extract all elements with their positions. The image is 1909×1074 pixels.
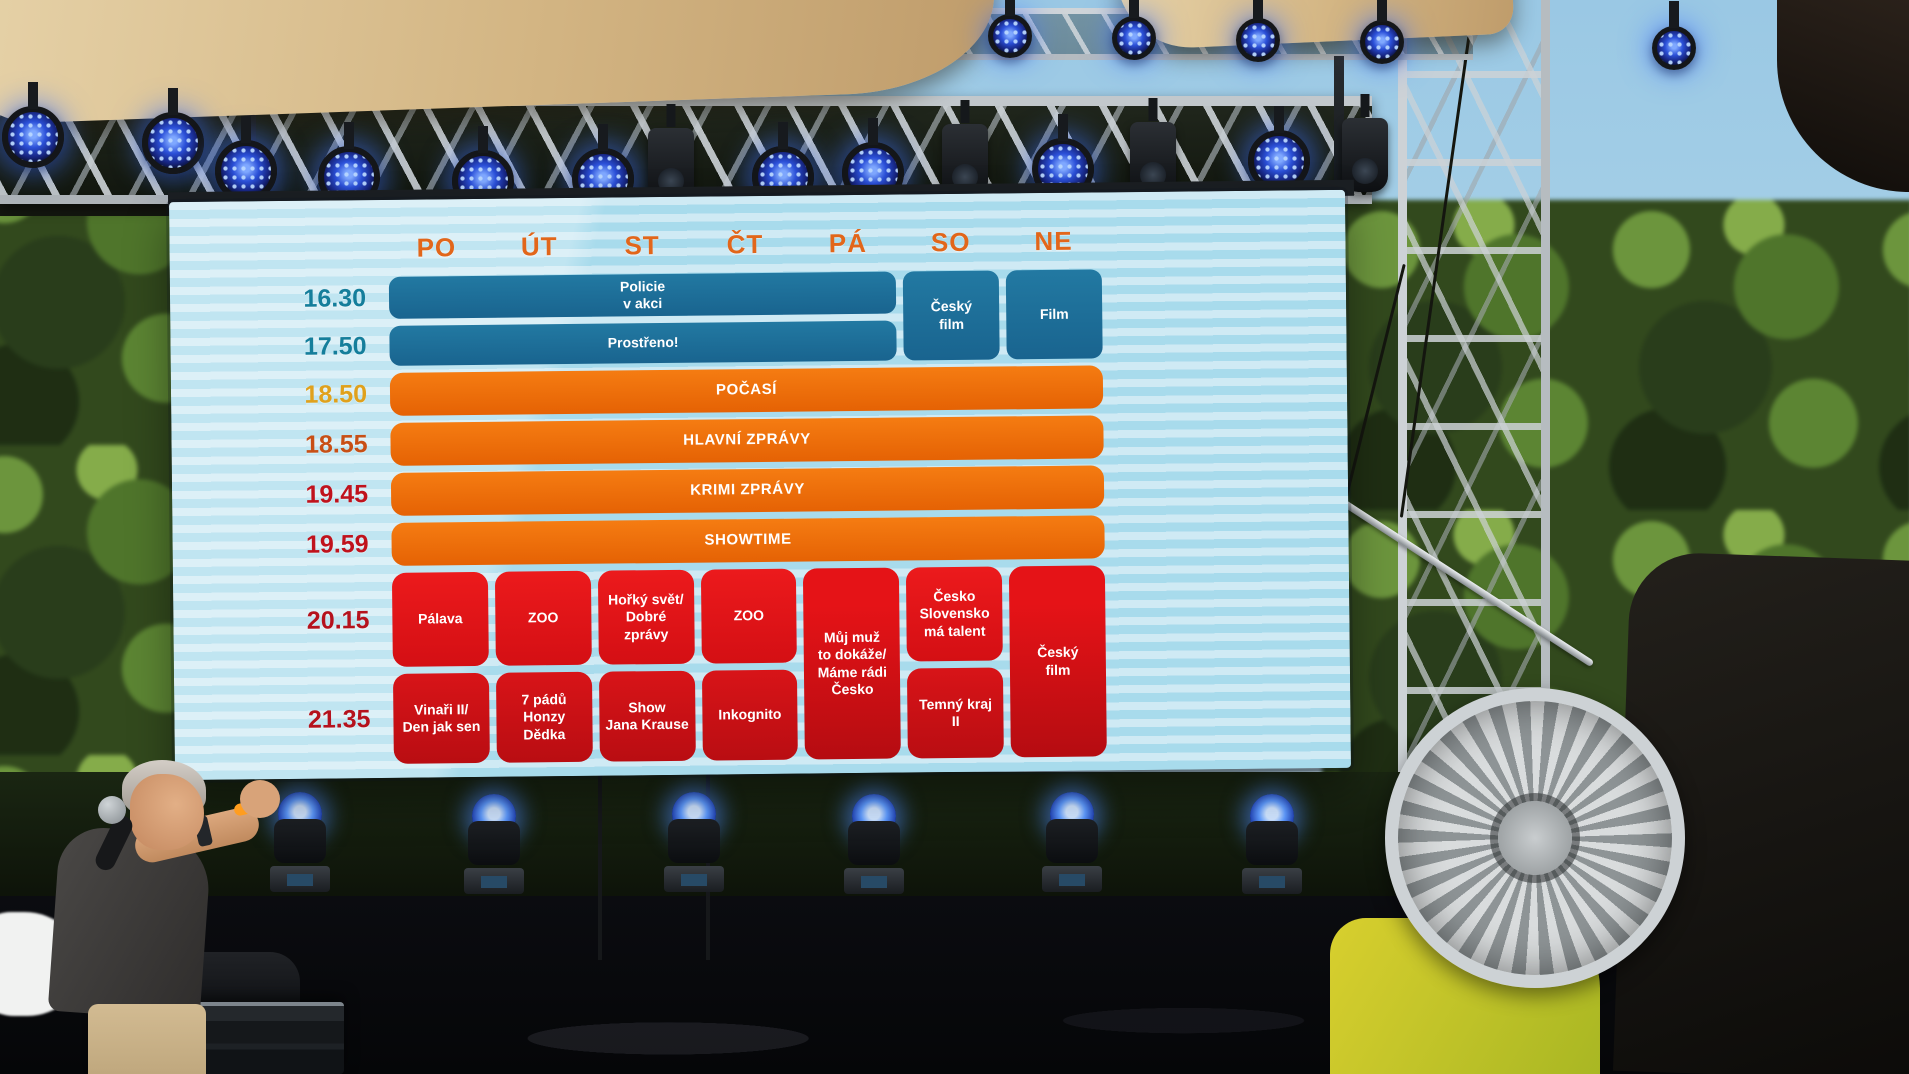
light-body — [468, 821, 520, 865]
time-label-16-30: 16.30 — [303, 283, 367, 313]
light-body — [274, 819, 326, 863]
program-block-policie-v-akci: Policie v akci — [388, 271, 897, 319]
time-label-18-55: 18.55 — [304, 430, 368, 459]
led-wash-light — [142, 112, 204, 174]
program-block-temny-kraj: Temný kraj II — [907, 667, 1005, 759]
led-wash-light-top — [1112, 16, 1156, 60]
led-wash-light-top — [1360, 20, 1404, 64]
day-header-pa: PÁ — [828, 227, 868, 258]
program-block-film-ne: Film — [1005, 269, 1103, 360]
floor-moving-head — [462, 794, 526, 894]
truss-leg — [246, 58, 256, 204]
program-block-prostreno: Prostřeno! — [389, 320, 897, 366]
light-body — [1046, 819, 1098, 863]
presenter-head — [130, 774, 204, 850]
led-wash-light-top — [988, 14, 1032, 58]
time-label-17-50: 17.50 — [303, 331, 367, 361]
time-label-20-15: 20.15 — [306, 605, 370, 635]
light-display — [681, 874, 707, 886]
light-display — [287, 874, 313, 886]
stage-fan — [1385, 688, 1685, 988]
presenter — [18, 752, 280, 1074]
program-block-cesky-film-ne: Český film — [1009, 565, 1107, 758]
program-block-palava: Pálava — [391, 571, 489, 667]
program-block-inkognito: Inkognito — [701, 669, 799, 761]
time-label-21-35: 21.35 — [307, 704, 371, 734]
program-block-cs-ma-talent: Česko Slovensko má talent — [906, 566, 1003, 662]
day-header-so: SO — [930, 226, 971, 257]
presenter-hand — [240, 780, 280, 818]
program-block-hlavni-zpravy: HLAVNÍ ZPRÁVY — [390, 415, 1104, 466]
floor-moving-head — [1240, 794, 1304, 894]
program-block-zoo-ct: ZOO — [700, 568, 798, 664]
program-block-zoo-ut: ZOO — [494, 570, 592, 666]
light-display — [1259, 876, 1285, 888]
stand-pole — [598, 760, 602, 960]
program-block-7-padu: 7 pádů Honzy Dědka — [495, 671, 593, 763]
led-wash-light-top — [1236, 18, 1280, 62]
light-body — [1246, 821, 1298, 865]
day-header-po: PO — [416, 231, 457, 263]
floor-moving-head — [268, 792, 332, 892]
truss-leg — [1334, 56, 1344, 204]
program-block-show-jana-krause: Show Jana Krause — [598, 670, 696, 762]
program-block-horky-svet: Hořký svět/ Dobré zprávy — [597, 569, 695, 665]
program-block-krimi-zpravy: KRIMI ZPRÁVY — [390, 465, 1105, 516]
time-label-18-50: 18.50 — [304, 380, 368, 409]
light-body — [848, 821, 900, 865]
light-display — [481, 876, 507, 888]
time-label-19-45: 19.45 — [305, 480, 369, 509]
day-header-ne: NE — [1034, 225, 1073, 256]
light-body — [668, 819, 720, 863]
program-block-cesky-film-so: Český film — [903, 270, 1000, 361]
day-header-st: ST — [624, 229, 660, 260]
led-wash-light-top — [1652, 26, 1696, 70]
program-block-pocasi: POČASÍ — [389, 365, 1104, 416]
truss-tower-right — [1398, 0, 1550, 782]
led-wash-light — [2, 106, 64, 168]
moving-head-spot — [1342, 118, 1388, 192]
day-header-ct: ČT — [726, 228, 764, 259]
floor-moving-head — [842, 794, 906, 894]
floor-moving-head — [1040, 792, 1104, 892]
microphone-head — [98, 796, 126, 824]
floor-moving-head — [662, 792, 726, 892]
program-block-muj-muz: Můj muž to dokáže/ Máme rádi Česko — [803, 567, 902, 760]
program-block-showtime: SHOWTIME — [391, 515, 1105, 566]
time-label-19-59: 19.59 — [305, 530, 369, 559]
light-display — [1059, 874, 1085, 886]
program-block-vinari: Vinaři II/ Den jak sen — [392, 672, 490, 764]
day-header-ut: ÚT — [520, 230, 558, 261]
led-screen: PO ÚT ST ČT PÁ SO NE 16.30 17.50 18.50 1… — [169, 189, 1351, 781]
tv-schedule-grid: PO ÚT ST ČT PÁ SO NE 16.30 17.50 18.50 1… — [273, 218, 1107, 765]
presenter-pants — [88, 1004, 206, 1074]
stand-pole — [706, 770, 710, 960]
light-display — [861, 876, 887, 888]
